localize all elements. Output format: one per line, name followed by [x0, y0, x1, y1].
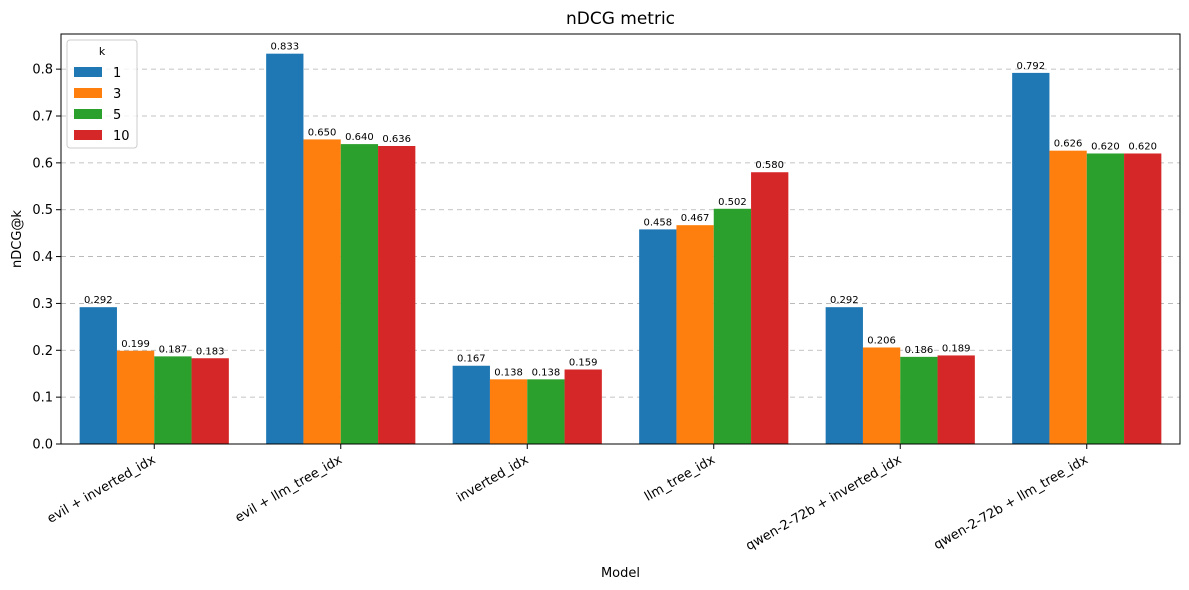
legend-swatch: [74, 67, 102, 77]
bar-value-label: 0.502: [718, 197, 747, 208]
x-tick-label: evil + inverted_idx: [45, 452, 159, 526]
bar: [266, 53, 304, 445]
x-tick-label: qwen-2-72b + llm_tree_idx: [931, 452, 1091, 553]
bar: [303, 139, 341, 444]
y-tick-label: 0.2: [32, 344, 53, 359]
chart-title: nDCG metric: [566, 9, 675, 29]
bar: [452, 365, 490, 444]
bar-value-label: 0.167: [457, 354, 486, 365]
x-axis-title: Model: [601, 566, 640, 581]
x-tick-label: evil + llm_tree_idx: [233, 452, 345, 525]
y-tick-label: 0.8: [32, 63, 53, 78]
bar-value-label: 0.159: [569, 357, 598, 368]
y-axis-title: nDCG@k: [10, 210, 25, 268]
bar: [1012, 72, 1050, 445]
bar: [1049, 150, 1087, 444]
bars: [79, 53, 1162, 445]
legend-swatch: [74, 130, 102, 140]
bar-value-label: 0.467: [681, 213, 710, 224]
bar: [937, 355, 975, 444]
y-tick-label: 0.1: [32, 391, 53, 406]
bar: [1086, 153, 1125, 444]
bar-value-label: 0.580: [755, 160, 784, 171]
bar-value-label: 0.792: [1016, 61, 1045, 72]
bar: [378, 145, 416, 444]
legend-entry-label: 10: [113, 129, 130, 144]
bar-value-label: 0.183: [196, 346, 225, 357]
legend-entry-label: 1: [113, 66, 121, 81]
bar-value-label: 0.833: [270, 42, 299, 53]
x-tick-label: inverted_idx: [454, 452, 531, 505]
grid-lines: [61, 68, 1180, 398]
legend: k1 3 5 10: [66, 39, 138, 149]
bar: [489, 379, 528, 444]
data-labels: 0.292 0.199 0.187 0.183 0.833 0.650 0.640 0.636…: [84, 42, 1157, 379]
bar-value-label: 0.620: [1091, 141, 1120, 152]
legend-title: k: [99, 45, 106, 58]
legend-entry-label: 5: [113, 108, 121, 123]
bar-value-label: 0.199: [121, 339, 150, 350]
bar-value-label: 0.650: [308, 127, 337, 138]
bar-value-label: 0.189: [942, 343, 971, 354]
y-tick-label: 0.5: [32, 203, 53, 218]
bar-value-label: 0.620: [1128, 141, 1157, 152]
bar: [676, 225, 714, 444]
bar-value-label: 0.640: [345, 132, 374, 143]
legend-entry-label: 3: [113, 87, 121, 102]
bar: [340, 144, 379, 444]
plot-area-frame: [60, 33, 1181, 445]
bar-value-label: 0.187: [159, 344, 188, 355]
bar-value-label: 0.206: [867, 335, 896, 346]
y-tick-label: 0.7: [32, 110, 53, 125]
y-tick-label: 0.3: [32, 297, 53, 312]
legend-swatch: [74, 88, 102, 98]
bar: [116, 350, 155, 444]
bar-value-label: 0.186: [905, 345, 934, 356]
bar: [751, 172, 789, 444]
bar-value-label: 0.636: [382, 134, 411, 145]
bar: [825, 307, 863, 444]
x-tick-label: llm_tree_idx: [642, 452, 718, 504]
x-axis: evil + inverted_idx evil + llm_tree_idx in…: [45, 444, 1091, 554]
legend-swatch: [74, 109, 102, 119]
bar: [79, 307, 117, 444]
y-tick-label: 0.0: [32, 438, 53, 453]
bar-value-label: 0.292: [84, 295, 113, 306]
y-tick-label: 0.4: [32, 250, 53, 265]
bar-value-label: 0.138: [532, 367, 561, 378]
bar: [1124, 153, 1162, 444]
bar-value-label: 0.626: [1054, 139, 1083, 150]
y-axis: 0.0 0.1 0.2 0.3 0.4 0.5 0.6 0.7 0.8: [32, 63, 61, 453]
bar: [639, 229, 677, 444]
bar-value-label: 0.292: [830, 295, 859, 306]
bar: [154, 356, 192, 444]
bar: [900, 356, 938, 444]
bar: [527, 379, 565, 444]
x-tick-label: qwen-2-72b + inverted_idx: [743, 452, 904, 554]
bar: [862, 347, 901, 444]
bar: [191, 358, 229, 444]
y-tick-label: 0.6: [32, 156, 53, 171]
bar-value-label: 0.458: [643, 217, 672, 228]
bar: [564, 369, 602, 444]
bar: [713, 208, 752, 444]
bar-value-label: 0.138: [494, 367, 523, 378]
